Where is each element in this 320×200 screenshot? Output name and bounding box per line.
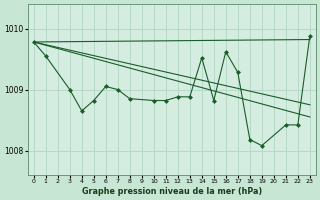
X-axis label: Graphe pression niveau de la mer (hPa): Graphe pression niveau de la mer (hPa) (82, 187, 262, 196)
